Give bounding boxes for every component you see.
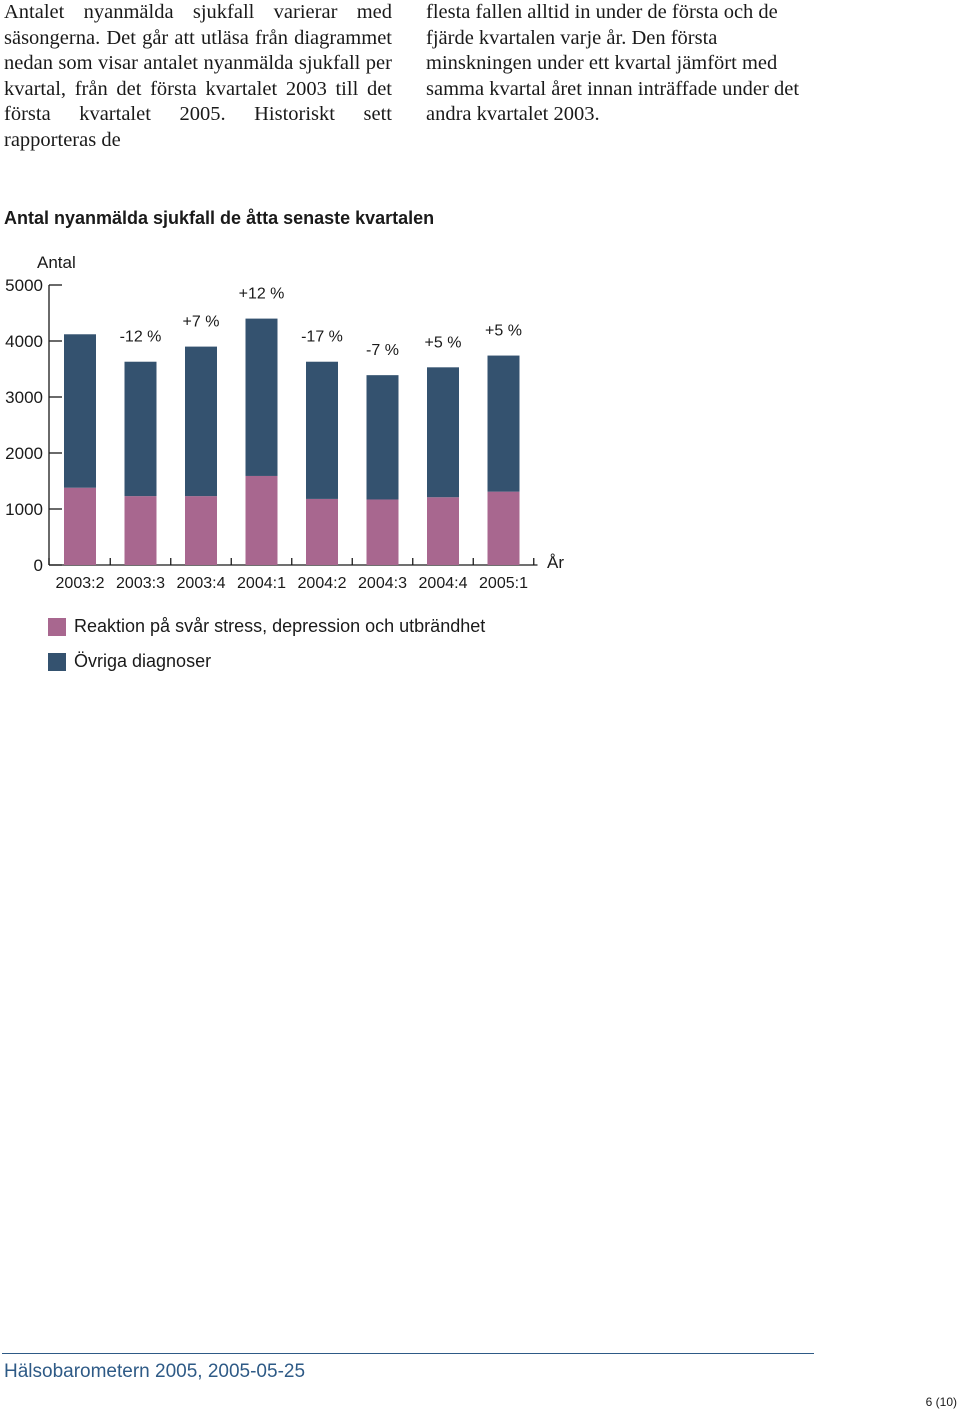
bar-change-label: +5 %: [485, 323, 522, 340]
page-number: 6 (10): [925, 1395, 957, 1409]
bar-segment-stress: [64, 487, 96, 565]
legend-label-other: Övriga diagnoser: [74, 651, 212, 671]
legend-swatch-other: [48, 652, 66, 671]
body-text-left-column: Antalet nyanmälda sjukfall varierar med …: [4, 0, 392, 154]
bar-change-label: +12 %: [239, 286, 285, 303]
x-axis-label: År: [547, 553, 564, 572]
bar-segment-stress: [124, 496, 157, 565]
footer-publication: Hälsobarometern 2005, 2005-05-25: [4, 1361, 306, 1382]
bar-segment-other: [306, 361, 338, 499]
bar-segment-other: [245, 318, 278, 476]
bar-segment-other: [124, 361, 157, 497]
legend-label-stress: Reaktion på svår stress, depression och …: [74, 616, 486, 636]
bar-segment-stress: [245, 475, 278, 565]
body-paragraph-right: flesta fallen alltid in under de första …: [426, 1, 800, 126]
bar-change-label: -12 %: [120, 329, 162, 346]
footer-divider: [2, 1353, 814, 1354]
bar-change-label: +5 %: [425, 334, 462, 351]
legend-item-stress: Reaktion på svår stress, depression och …: [48, 616, 485, 637]
x-tick-label: 2004:3: [358, 575, 407, 592]
y-axis: 0 1000 2000 3000 4000 5000 Antal: [5, 253, 76, 575]
bar-segment-other: [366, 375, 399, 500]
x-tick-label: 2003:3: [116, 575, 165, 592]
y-tick-label: 2000: [5, 444, 43, 463]
chart-title: Antal nyanmälda sjukfall de åtta senaste…: [4, 208, 435, 228]
bar-labels: -12 % +7 % +12 % -17 % -7 % +5 % +5 %: [120, 286, 522, 360]
y-tick-label: 0: [34, 556, 43, 575]
bar-segment-stress: [366, 499, 399, 565]
bars: [64, 318, 520, 565]
x-tick-label: 2004:4: [419, 575, 468, 592]
bar-segment-stress: [487, 491, 520, 565]
y-tick-label: 4000: [5, 332, 43, 351]
bar-segment-other: [64, 334, 96, 488]
y-axis-label: Antal: [37, 253, 76, 272]
bar-segment-stress: [306, 498, 338, 565]
y-tick-label: 1000: [5, 500, 43, 519]
bar-segment-other: [185, 346, 217, 497]
body-text-right-column: flesta fallen alltid in under de första …: [426, 0, 821, 128]
x-tick-label: 2004:2: [298, 575, 347, 592]
x-tick-label: 2003:4: [177, 575, 226, 592]
y-tick-label: 3000: [5, 388, 43, 407]
x-tick-label: 2004:1: [237, 575, 286, 592]
legend-item-other: Övriga diagnoser: [48, 651, 211, 672]
x-tick-label: 2003:2: [56, 575, 105, 592]
body-paragraph-left: Antalet nyanmälda sjukfall varierar med …: [4, 1, 392, 151]
stacked-bar-chart: 0 1000 2000 3000 4000 5000 Antal 2003:2 2003:3 2…: [5, 253, 564, 592]
bar-segment-stress: [427, 497, 459, 565]
legend-swatch-stress: [48, 617, 66, 636]
x-tick-label: 2005:1: [479, 575, 528, 592]
bar-segment-other: [427, 367, 459, 498]
bar-segment-other: [487, 355, 520, 492]
bar-change-label: -17 %: [301, 329, 343, 346]
bar-segment-stress: [185, 496, 217, 565]
bar-change-label: +7 %: [183, 314, 220, 331]
bar-change-label: -7 %: [366, 342, 399, 359]
y-tick-label: 5000: [5, 276, 43, 295]
